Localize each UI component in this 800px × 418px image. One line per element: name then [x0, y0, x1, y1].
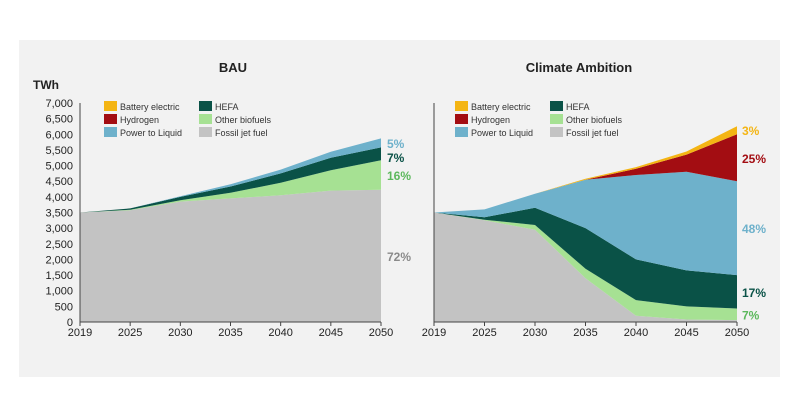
end-label-hefa: 17%	[742, 286, 766, 300]
legend: Battery electric HEFA Hydrogen Other biofue…	[104, 101, 272, 138]
y-tick-label: 4,500	[45, 176, 73, 188]
x-tick-label: 2045	[674, 327, 698, 339]
x-tick-label: 2035	[218, 327, 242, 339]
legend-swatch-hydrogen	[455, 114, 468, 124]
area-other-biofuels	[434, 212, 737, 321]
legend-label-fossil-jet-fuel: Fossil jet fuel	[566, 128, 619, 138]
x-tick-label: 2045	[319, 327, 343, 339]
legend-swatch-power-to-liquid	[455, 127, 468, 137]
end-label-fossil-jet-fuel: 72%	[387, 250, 411, 264]
y-tick-label: 2,500	[45, 239, 73, 251]
y-tick-label: 5,500	[45, 145, 73, 157]
x-tick-label: 2030	[168, 327, 192, 339]
y-tick-label: 1,000	[45, 286, 73, 298]
end-label-power-to-liquid: 5%	[387, 137, 405, 151]
legend-swatch-fossil-jet-fuel	[550, 127, 563, 137]
area-hefa	[80, 147, 381, 213]
area-power-to-liquid	[434, 171, 737, 276]
y-tick-label: 7,000	[45, 98, 73, 110]
x-tick-label: 2040	[624, 327, 648, 339]
end-label-other-biofuels: 7%	[742, 308, 760, 322]
y-tick-label: 3,000	[45, 223, 73, 235]
legend: Battery electric HEFA Hydrogen Other biofue…	[455, 101, 623, 138]
legend-label-power-to-liquid: Power to Liquid	[120, 128, 182, 138]
legend-label-other-biofuels: Other biofuels	[566, 115, 623, 125]
legend-label-other-biofuels: Other biofuels	[215, 115, 272, 125]
x-tick-label: 2025	[472, 327, 496, 339]
legend-swatch-other-biofuels	[199, 114, 212, 124]
end-label-power-to-liquid: 48%	[742, 222, 766, 236]
legend-label-hydrogen: Hydrogen	[471, 115, 510, 125]
end-label-other-biofuels: 16%	[387, 169, 411, 183]
y-tick-label: 1,500	[45, 270, 73, 282]
legend-label-hefa: HEFA	[215, 102, 239, 112]
chart-title: Climate Ambition	[526, 60, 632, 75]
area-fossil-jet-fuel	[80, 189, 381, 322]
area-other-biofuels	[80, 160, 381, 213]
legend-swatch-hefa	[550, 101, 563, 111]
end-label-battery-electric: 3%	[742, 124, 760, 138]
area-hefa	[434, 207, 737, 309]
x-tick-label: 2035	[573, 327, 597, 339]
legend-swatch-hydrogen	[104, 114, 117, 124]
legend-label-battery-electric: Battery electric	[471, 102, 531, 112]
y-tick-label: 6,500	[45, 114, 73, 126]
x-tick-label: 2050	[369, 327, 393, 339]
y-tick-label: 3,500	[45, 208, 73, 220]
chart-panel-bau: BAU 2019 2025 2030 2035 2040 2045 2050 0 500 1,000…	[33, 60, 411, 339]
y-tick-label: 2,000	[45, 254, 73, 266]
legend-swatch-power-to-liquid	[104, 127, 117, 137]
legend-swatch-other-biofuels	[550, 114, 563, 124]
legend-label-hydrogen: Hydrogen	[120, 115, 159, 125]
end-label-hydrogen: 25%	[742, 152, 766, 166]
y-tick-label: 6,000	[45, 129, 73, 141]
x-tick-label: 2019	[422, 327, 446, 339]
y-unit-label: TWh	[33, 78, 59, 92]
legend-swatch-battery-electric	[104, 101, 117, 111]
x-tick-label: 2030	[523, 327, 547, 339]
legend-swatch-hefa	[199, 101, 212, 111]
y-tick-label: 5,000	[45, 161, 73, 173]
y-tick-label: 500	[55, 301, 73, 313]
y-tick-label: 0	[67, 317, 73, 329]
x-tick-label: 2025	[118, 327, 142, 339]
legend-label-fossil-jet-fuel: Fossil jet fuel	[215, 128, 268, 138]
y-tick-label: 4,000	[45, 192, 73, 204]
legend-swatch-fossil-jet-fuel	[199, 127, 212, 137]
legend-label-battery-electric: Battery electric	[120, 102, 180, 112]
end-label-hefa: 7%	[387, 151, 405, 165]
x-tick-label: 2050	[725, 327, 749, 339]
area-fossil-jet-fuel	[434, 212, 737, 322]
legend-swatch-battery-electric	[455, 101, 468, 111]
chart-panel-climate-ambition: Climate Ambition 2019 2025 2030 2035 2040 2045…	[422, 60, 767, 339]
chart-title: BAU	[219, 60, 247, 75]
x-tick-label: 2019	[68, 327, 92, 339]
legend-label-power-to-liquid: Power to Liquid	[471, 128, 533, 138]
x-tick-label: 2040	[268, 327, 292, 339]
legend-label-hefa: HEFA	[566, 102, 590, 112]
